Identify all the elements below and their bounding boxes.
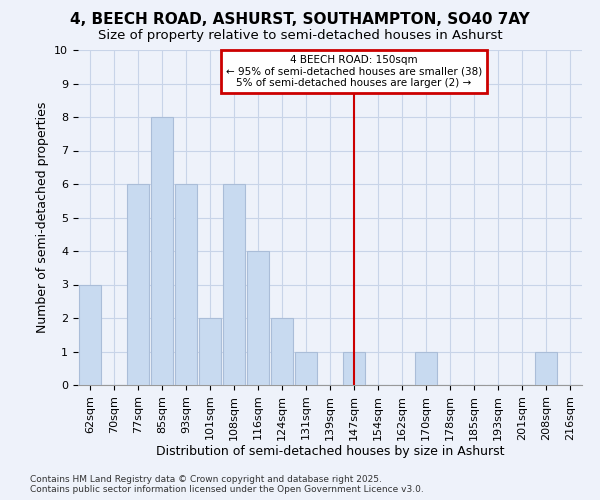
Text: 4 BEECH ROAD: 150sqm
← 95% of semi-detached houses are smaller (38)
5% of semi-d: 4 BEECH ROAD: 150sqm ← 95% of semi-detac… [226,55,482,88]
Text: Contains HM Land Registry data © Crown copyright and database right 2025.
Contai: Contains HM Land Registry data © Crown c… [30,474,424,494]
Bar [295,352,317,385]
Text: 4, BEECH ROAD, ASHURST, SOUTHAMPTON, SO40 7AY: 4, BEECH ROAD, ASHURST, SOUTHAMPTON, SO4… [70,12,530,28]
Bar [199,318,221,385]
Bar [343,352,365,385]
X-axis label: Distribution of semi-detached houses by size in Ashurst: Distribution of semi-detached houses by … [156,446,504,458]
Bar [535,352,557,385]
Bar [247,251,269,385]
Bar [223,184,245,385]
Bar [415,352,437,385]
Bar [127,184,149,385]
Bar [151,117,173,385]
Y-axis label: Number of semi-detached properties: Number of semi-detached properties [36,102,49,333]
Bar [271,318,293,385]
Text: Size of property relative to semi-detached houses in Ashurst: Size of property relative to semi-detach… [98,29,502,42]
Bar [79,284,101,385]
Bar [175,184,197,385]
